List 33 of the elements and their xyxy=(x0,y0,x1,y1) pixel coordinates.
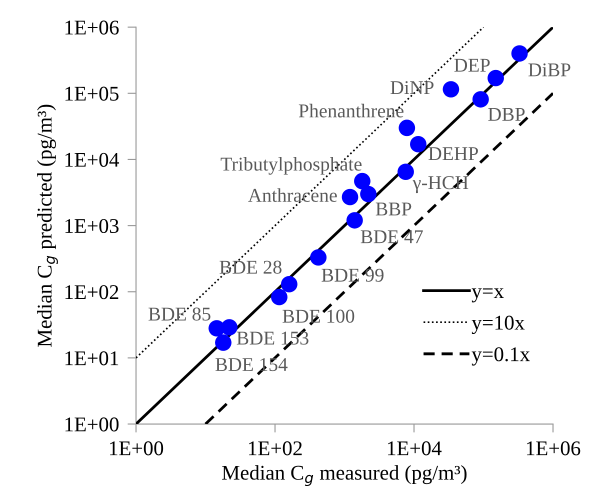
annotation: BDE 153 xyxy=(236,332,308,345)
y-tick-label: 1E+06 xyxy=(65,20,119,35)
x-tick-label: 1E+00 xyxy=(110,441,164,456)
annotation: BDE 154 xyxy=(215,358,288,372)
annotation: DEHP xyxy=(428,147,478,160)
annotation: Phenanthrene xyxy=(298,104,404,118)
annotation: BBP xyxy=(376,202,412,216)
annotation: BDE 47 xyxy=(360,230,423,244)
annotation: Anthracene xyxy=(248,188,337,202)
annotation: BDE 85 xyxy=(148,308,210,321)
y-tick-label: 1E+05 xyxy=(65,86,119,101)
annotation: DiNP xyxy=(390,81,434,94)
annotation: DiBP xyxy=(528,63,570,76)
y-tick-label: 1E+02 xyxy=(65,285,118,300)
annotation: BDE 28 xyxy=(220,260,282,274)
y-axis-title: Median C$_{g}$ predicted (pg/m³) xyxy=(37,104,58,347)
x-tick-label: 1E+02 xyxy=(248,441,302,456)
annotation: Tributylphosphate xyxy=(220,157,362,175)
y-tick-label: 1E+04 xyxy=(65,152,120,167)
y-tick-label: 1E+03 xyxy=(65,218,119,234)
x-tick-label: 1E+04 xyxy=(388,441,442,456)
x-tick-label: 1E+06 xyxy=(526,441,580,456)
annotation: DBP xyxy=(488,108,525,121)
annotation: BDE 100 xyxy=(282,310,354,323)
y-tick-label: 1E+01 xyxy=(65,351,118,366)
legend-label: y=0.1x xyxy=(472,347,530,366)
x-axis-title: Median C$_{g}$ measured (pg/m³) xyxy=(222,465,467,486)
annotation: γ-HCH xyxy=(412,176,468,194)
legend-label: y=10x xyxy=(472,316,525,334)
annotation: BDE 99 xyxy=(322,268,384,282)
annotation: DEP xyxy=(454,58,490,72)
y-tick-label: 1E+00 xyxy=(65,417,119,432)
legend-label: y=x xyxy=(472,288,504,302)
